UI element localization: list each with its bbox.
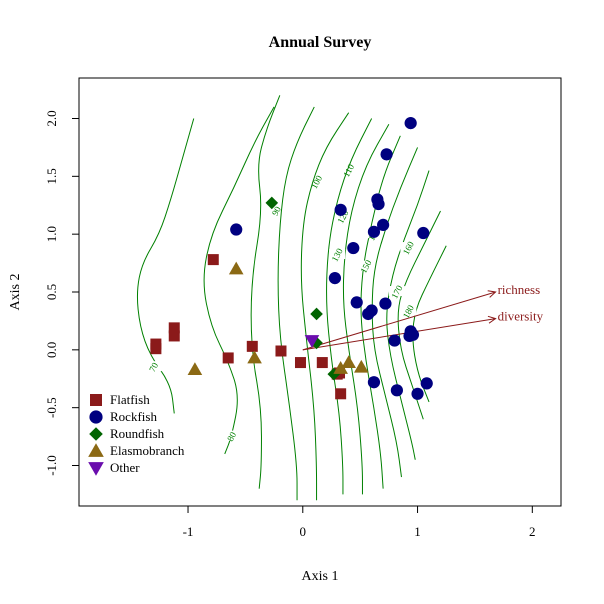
point-flatfish — [335, 388, 347, 400]
point-roundfish — [327, 367, 341, 381]
legend-symbol-rockfish — [89, 410, 103, 424]
contour-label-bg-120 — [334, 210, 351, 221]
y-tick-label: 1.5 — [44, 168, 59, 184]
y-tick-label: 0.0 — [44, 342, 59, 358]
point-roundfish — [310, 336, 323, 350]
x-tick-label: 2 — [529, 524, 536, 539]
contour-label-bg-90 — [268, 205, 285, 216]
point-other — [304, 335, 320, 348]
point-rockfish — [377, 218, 390, 232]
vector-label-richness: richness — [498, 282, 541, 297]
contour-line-180 — [412, 245, 447, 403]
point-rockfish — [365, 304, 378, 317]
point-rockfish — [390, 384, 403, 397]
contour-label-bg-100 — [308, 176, 325, 187]
point-flatfish — [207, 254, 219, 266]
y-tick-label: 0.5 — [44, 284, 59, 300]
legend-label-flatfish: Flatfish — [110, 392, 150, 407]
contour-line-80 — [203, 106, 275, 455]
vector-richness — [302, 291, 496, 351]
vector-layer: richness diversity — [302, 282, 544, 351]
legend: Flatfish Rockfish Roundfish Elasmobranch Oth… — [88, 392, 185, 476]
vector-diversity — [302, 318, 496, 351]
contour-label-bg-110 — [340, 164, 357, 175]
contour-line-160 — [386, 170, 430, 460]
point-rockfish — [406, 328, 420, 341]
contour-line-100 — [277, 106, 315, 501]
contour-line-110 — [300, 112, 350, 501]
contour-label-bg-180 — [400, 305, 417, 316]
point-flatfish — [275, 345, 287, 357]
x-tick-label: 0 — [300, 524, 307, 539]
contour-line-170 — [397, 210, 441, 420]
point-elasmobranch — [354, 359, 369, 373]
point-roundfish — [265, 196, 279, 210]
point-elasmobranch — [187, 362, 203, 375]
contour-line-120 — [326, 118, 373, 495]
y-axis-title: Axis 2 — [8, 274, 23, 311]
point-rockfish — [350, 296, 363, 309]
vector-arrowhead-diversity — [487, 315, 497, 324]
point-elasmobranch — [247, 350, 262, 364]
legend-label-elasmobranch: Elasmobranch — [110, 443, 185, 458]
vector-label-diversity: diversity — [498, 309, 544, 324]
legend-symbol-other — [88, 462, 104, 476]
contour-label-bg-160 — [400, 242, 417, 253]
points-layer — [150, 117, 433, 400]
point-rockfish — [411, 387, 424, 400]
point-rockfish — [334, 203, 347, 216]
legend-symbol-roundfish — [89, 427, 103, 441]
y-tick-label: -0.5 — [44, 397, 59, 418]
point-flatfish — [246, 340, 258, 352]
legend-label-roundfish: Roundfish — [110, 426, 165, 441]
y-axis: -1.0 -0.5 0.0 0.5 1.0 1.5 2.0 — [44, 110, 80, 476]
point-rockfish — [417, 226, 430, 240]
point-rockfish — [372, 197, 385, 211]
point-flatfish — [316, 357, 328, 369]
point-elasmobranch — [333, 361, 348, 374]
point-rockfish — [388, 334, 401, 347]
contour-label-bg-130 — [329, 248, 346, 259]
point-roundfish — [310, 307, 323, 321]
point-elasmobranch — [341, 355, 356, 369]
point-rockfish — [380, 148, 393, 161]
point-flatfish — [294, 357, 306, 369]
point-rockfish — [379, 297, 392, 310]
point-rockfish — [230, 223, 243, 236]
point-flatfish — [168, 322, 180, 334]
point-flatfish — [168, 330, 180, 342]
point-rockfish — [420, 377, 433, 390]
x-tick-label: -1 — [183, 524, 194, 539]
contour-label-bg-150 — [357, 260, 374, 271]
x-tick-label: 1 — [414, 524, 421, 539]
legend-label-rockfish: Rockfish — [110, 409, 157, 424]
legend-symbol-flatfish — [90, 394, 102, 406]
point-rockfish — [328, 272, 342, 285]
x-axis-title: Axis 1 — [302, 569, 339, 584]
contour-label-bg-170 — [388, 286, 405, 296]
point-rockfish — [347, 241, 360, 255]
chart-title: Annual Survey — [269, 34, 372, 51]
vector-arrowhead-richness — [487, 290, 497, 298]
point-rockfish — [367, 225, 381, 238]
legend-label-other: Other — [110, 460, 140, 475]
point-flatfish — [150, 343, 162, 355]
contour-line-130 — [342, 124, 390, 495]
contour-label-bg-70 — [145, 361, 162, 372]
y-tick-label: 2.0 — [44, 110, 59, 126]
point-rockfish — [367, 376, 381, 389]
x-axis: -1 0 1 2 — [183, 505, 536, 539]
point-flatfish — [222, 352, 234, 364]
contour-line-90 — [250, 95, 281, 489]
contour-label-bg-80 — [223, 430, 240, 441]
point-rockfish — [404, 117, 417, 130]
point-elasmobranch — [228, 261, 244, 275]
y-tick-label: 1.0 — [44, 226, 59, 242]
legend-symbol-elasmobranch — [88, 443, 104, 457]
y-tick-label: -1.0 — [44, 455, 59, 476]
